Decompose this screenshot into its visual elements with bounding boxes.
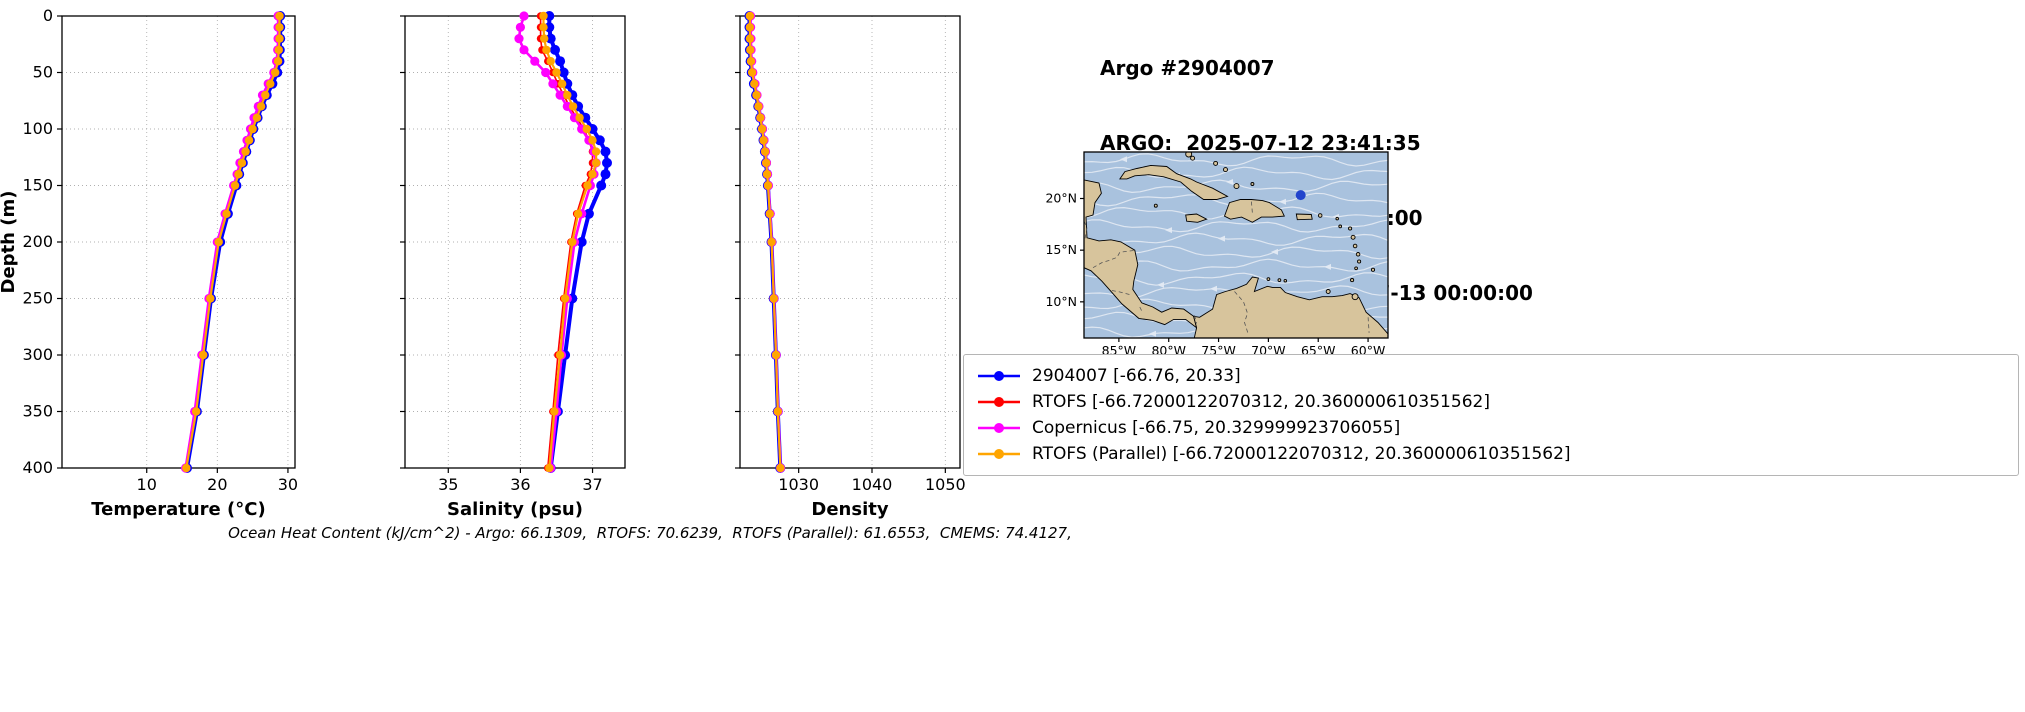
stream-arrow-icon <box>1324 263 1331 270</box>
ocean-heat-content-note: Ocean Heat Content (kJ/cm^2) - Argo: 66.… <box>228 524 1072 542</box>
series-line-2904007 <box>547 14 609 470</box>
island <box>1351 293 1359 301</box>
land-polygon <box>1119 164 1229 200</box>
legend-marker-copernicus <box>978 423 1020 433</box>
island <box>1223 167 1228 173</box>
float-position-marker <box>1295 190 1306 201</box>
series-line-RTOFS (Parallel) <box>542 14 598 470</box>
depth-axis-label: Depth (m) <box>0 191 19 294</box>
temperature-chart: 10 20 30050100150200250300350400Temperatur… <box>0 6 298 520</box>
x-tick-label: 1040 <box>852 475 893 494</box>
land-polygon <box>1185 213 1208 223</box>
depth-tick-label: 400 <box>22 458 53 477</box>
island <box>1350 234 1356 240</box>
island <box>1266 277 1271 281</box>
island <box>1250 182 1255 186</box>
location-map: 85°W 80°W 75°W 70°W 65°W 60°W20°N15°N10°N <box>1045 151 1389 358</box>
legend-item-copernicus: Copernicus [-66.75, 20.329999923706055] <box>976 415 2006 441</box>
land-polygon <box>1295 213 1313 221</box>
series-line-RTOFS (Parallel) <box>748 14 782 470</box>
legend-label-rtofs: RTOFS [-66.72000122070312, 20.3600006103… <box>1032 392 1490 412</box>
island <box>1185 152 1193 158</box>
depth-tick-label: 250 <box>22 289 53 308</box>
legend-item-rtofs-parallel: RTOFS (Parallel) [-66.72000122070312, 20… <box>976 441 2006 467</box>
series-markers-RTOFS (Parallel) <box>182 11 284 473</box>
temperature-axis-label: Temperature (°C) <box>91 499 265 520</box>
salinity-axis-label: Salinity (psu) <box>447 499 583 520</box>
depth-tick-label: 200 <box>22 232 53 251</box>
island <box>1190 155 1196 161</box>
salinity-chart: 35 36 37 Salinity (psu) <box>400 11 626 520</box>
legend-label-argo: 2904007 [-66.76, 20.33] <box>1032 366 1241 386</box>
series-markers-RTOFS (Parallel) <box>745 11 785 473</box>
legend-marker-argo <box>978 371 1020 381</box>
legend-item-argo: 2904007 [-66.76, 20.33] <box>976 363 2006 389</box>
figure-title: Argo #2904007 <box>1100 56 1275 80</box>
stream-arrow-icon <box>1226 179 1233 185</box>
latitude-label: 20°N <box>1045 191 1077 206</box>
island <box>1352 243 1358 249</box>
depth-tick-label: 100 <box>22 119 53 138</box>
legend-marker-rtofs <box>978 397 1020 407</box>
x-tick-label: 10 <box>137 475 157 494</box>
stream-arrow-icon <box>1218 235 1225 242</box>
stream-arrow-icon <box>1279 198 1286 205</box>
depth-tick-label: 300 <box>22 345 53 364</box>
legend: 2904007 [-66.76, 20.33] RTOFS [-66.72000… <box>963 354 2019 476</box>
stream-arrow-icon <box>1120 156 1127 163</box>
map-canvas <box>1084 152 1388 338</box>
latitude-label: 15°N <box>1045 242 1077 257</box>
profile-charts: 10 20 30050100150200250300350400Temperatur… <box>0 6 966 520</box>
depth-tick-label: 50 <box>33 63 53 82</box>
stream-arrow-icon <box>1210 285 1217 292</box>
stream-arrow-icon <box>1157 281 1164 288</box>
x-tick-label: 30 <box>278 475 298 494</box>
timestamp-argo: ARGO: 2025-07-12 23:41:35 <box>1100 131 1421 155</box>
density-chart: 1030 1040 1050 Density <box>735 11 966 520</box>
island <box>1325 289 1331 294</box>
stream-arrow-icon <box>1271 248 1278 255</box>
legend-label-rtofs-parallel: RTOFS (Parallel) [-66.72000122070312, 20… <box>1032 444 1571 464</box>
legend-item-rtofs: RTOFS [-66.72000122070312, 20.3600006103… <box>976 389 2006 415</box>
island <box>1277 278 1282 282</box>
country-borders <box>1084 201 1370 336</box>
island <box>1370 267 1376 272</box>
density-axis-label: Density <box>811 499 888 520</box>
x-tick-label: 1050 <box>925 475 966 494</box>
series-line-Copernicus <box>517 14 598 470</box>
island <box>1335 216 1339 221</box>
island <box>1283 278 1288 283</box>
series-line-RTOFS (Parallel) <box>185 14 281 470</box>
stream-arrow-icon <box>1149 330 1156 337</box>
x-tick-label: 1030 <box>778 475 819 494</box>
x-tick-label: 20 <box>207 475 227 494</box>
stream-arrow-icon <box>1165 227 1172 234</box>
island <box>1338 224 1343 229</box>
island <box>1233 183 1240 190</box>
island <box>1153 203 1158 208</box>
island <box>1350 278 1355 283</box>
depth-tick-label: 0 <box>43 6 53 25</box>
depth-tick-label: 350 <box>22 402 53 421</box>
land-polygon <box>1223 199 1285 223</box>
x-tick-label: 36 <box>510 475 530 494</box>
island <box>1317 213 1323 218</box>
series-line-Copernicus <box>184 14 280 470</box>
legend-marker-rtofs-parallel <box>978 449 1020 459</box>
x-tick-label: 37 <box>582 475 602 494</box>
island <box>1348 226 1353 231</box>
island <box>1355 252 1361 257</box>
island <box>1213 160 1219 166</box>
island <box>1354 266 1358 271</box>
legend-label-copernicus: Copernicus [-66.75, 20.329999923706055] <box>1032 418 1401 438</box>
island <box>1357 259 1362 264</box>
series-markers-RTOFS (Parallel) <box>539 11 601 473</box>
map-frame <box>1083 151 1389 339</box>
depth-tick-label: 150 <box>22 176 53 195</box>
x-tick-label: 35 <box>438 475 458 494</box>
latitude-label: 10°N <box>1045 294 1077 309</box>
land-polygon <box>1192 276 1388 338</box>
